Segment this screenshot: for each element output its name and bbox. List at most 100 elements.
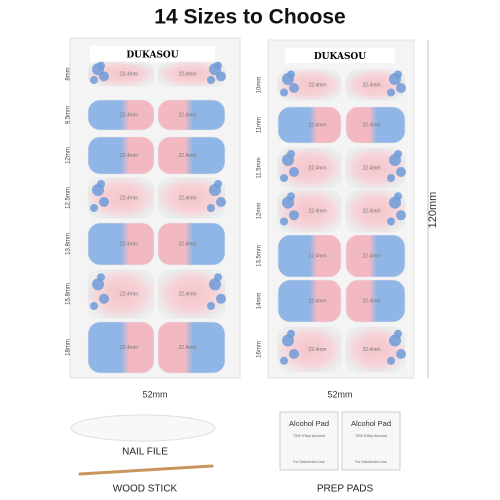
- nail-strip: [277, 189, 342, 233]
- strip-label: 22.4mm: [308, 253, 326, 259]
- nail-strip: [157, 99, 226, 131]
- nail-strip: [157, 136, 226, 175]
- size-label: 9.5mm: [66, 106, 72, 124]
- flower: [214, 180, 222, 188]
- pad-title: Alcohol Pad: [351, 419, 391, 428]
- strip-label: 22.4mm: [308, 347, 326, 353]
- size-label: 13.8mm: [66, 233, 72, 255]
- flower: [280, 217, 288, 226]
- nail-strip: [87, 222, 155, 266]
- nail-strip: [345, 234, 406, 278]
- pad-subtitle: 75% Ethyl Alcohol: [293, 433, 325, 438]
- nail-strip: [277, 147, 342, 189]
- strip-label: 22.4mm: [178, 71, 196, 77]
- flower: [394, 150, 402, 158]
- size-label: 11.5mm: [257, 157, 263, 178]
- strip-label: 22.4mm: [178, 153, 196, 159]
- brand-box: [90, 46, 215, 62]
- strip-label: 22.4mm: [120, 71, 138, 77]
- flower: [280, 88, 288, 97]
- strip-label: 22.4mm: [120, 345, 138, 351]
- nail-strip: [87, 269, 155, 319]
- flower: [97, 180, 105, 188]
- flower: [289, 349, 299, 359]
- flower: [394, 70, 402, 79]
- nail-strip: [87, 99, 155, 131]
- brand: DUKASOU: [314, 52, 366, 62]
- flower: [90, 204, 98, 212]
- strip-label: 22.4mm: [362, 165, 380, 171]
- wood-stick-label: WOOD STICK: [113, 484, 178, 495]
- flower: [396, 349, 406, 359]
- strip-label: 22.4mm: [362, 253, 380, 259]
- strip-label: 22.4mm: [120, 112, 138, 118]
- flower: [216, 293, 226, 304]
- brand: DUKASOU: [126, 51, 178, 61]
- flower: [387, 356, 395, 365]
- nail-strip: [87, 321, 155, 374]
- size-label: 12.5mm: [66, 187, 72, 209]
- flower: [280, 174, 288, 182]
- flower: [394, 192, 402, 201]
- flower: [287, 150, 295, 158]
- flower: [99, 293, 109, 304]
- nail-strip: [277, 106, 342, 144]
- strip-label: 22.4mm: [308, 82, 326, 88]
- strip-label: 22.4mm: [120, 241, 138, 247]
- strip-label: 22.4mm: [120, 195, 138, 201]
- nail-strip: [277, 234, 342, 278]
- flower: [387, 217, 395, 226]
- size-label: 18mm: [66, 339, 72, 356]
- size-label: 16mm: [257, 341, 263, 358]
- strip-label: 22.4mm: [120, 153, 138, 159]
- strip-label: 22.4mm: [178, 241, 196, 247]
- nail-strip: [345, 106, 406, 144]
- flower: [394, 329, 402, 338]
- strip-label: 22.4mm: [178, 195, 196, 201]
- size-label: 12mm: [257, 203, 263, 220]
- strip-label: 22.4mm: [178, 112, 196, 118]
- strip-label: 22.4mm: [178, 345, 196, 351]
- flower: [387, 174, 395, 182]
- width-label: 52mm: [142, 389, 167, 399]
- nail-strip: [157, 222, 226, 266]
- brand-box: [285, 48, 395, 63]
- flower: [209, 278, 221, 291]
- nail-strip: [87, 177, 155, 219]
- flower: [97, 61, 105, 70]
- strip-label: 22.4mm: [362, 208, 380, 214]
- strip-label: 22.4mm: [178, 291, 196, 297]
- strip-label: 22.4mm: [308, 122, 326, 128]
- nail-strip: [87, 136, 155, 175]
- nail-strip: [345, 279, 406, 323]
- flower: [396, 167, 406, 177]
- prep-pad: [279, 411, 339, 471]
- pad-subtitle: 75% Ethyl Alcohol: [355, 433, 387, 438]
- pad-title: Alcohol Pad: [289, 419, 329, 428]
- strip-label: 22.4mm: [308, 298, 326, 304]
- size-label: 13.5mm: [257, 245, 263, 267]
- flower: [396, 83, 406, 93]
- flower: [214, 61, 222, 70]
- flower: [99, 197, 109, 207]
- flower: [97, 273, 105, 282]
- strip-label: 22.4mm: [308, 165, 326, 171]
- strip-label: 22.4mm: [120, 291, 138, 297]
- flower: [214, 273, 222, 282]
- flower: [396, 210, 406, 221]
- strip-label: 22.4mm: [308, 208, 326, 214]
- flower: [216, 71, 226, 82]
- strip-label: 22.4mm: [362, 347, 380, 353]
- flower: [92, 278, 104, 291]
- pad-note: For Disinfection Use: [293, 460, 325, 464]
- flower: [216, 197, 226, 207]
- flower: [289, 210, 299, 221]
- strip-label: 22.4mm: [362, 122, 380, 128]
- flower: [90, 302, 98, 310]
- wood-stick: [78, 464, 214, 476]
- flower: [207, 302, 215, 310]
- nail-strip: [157, 321, 226, 374]
- height-label: 120mm: [427, 192, 439, 229]
- nail-strip: [277, 326, 342, 373]
